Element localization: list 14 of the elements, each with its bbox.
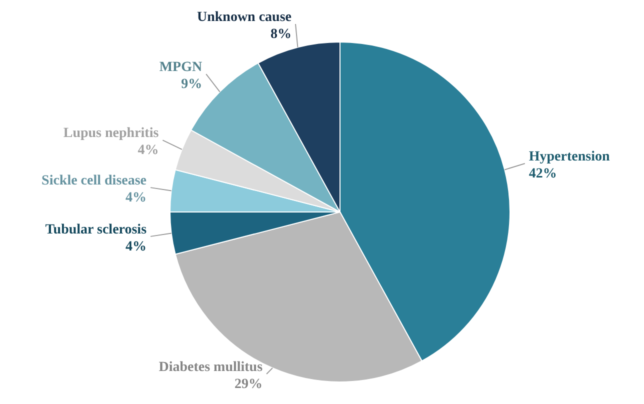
data-label: 29% (234, 377, 263, 392)
data-label: 42% (528, 166, 557, 182)
data-label: 9% (181, 77, 202, 92)
data-label: 4% (126, 190, 147, 206)
slice-label: Tubular sclerosis (45, 222, 148, 238)
slice-label: Sickle cell disease (42, 174, 147, 189)
slice-label: Diabetes mullitus (158, 360, 264, 375)
slice-label: Lupus nephritis (63, 126, 160, 142)
data-label: 4% (126, 239, 147, 254)
data-label: 8% (270, 27, 292, 42)
slice-label: MPGN (159, 60, 202, 76)
slice-label: Unknown cause (196, 10, 292, 25)
data-label: 4% (138, 143, 159, 158)
slice-label: Hypertension (528, 150, 610, 165)
